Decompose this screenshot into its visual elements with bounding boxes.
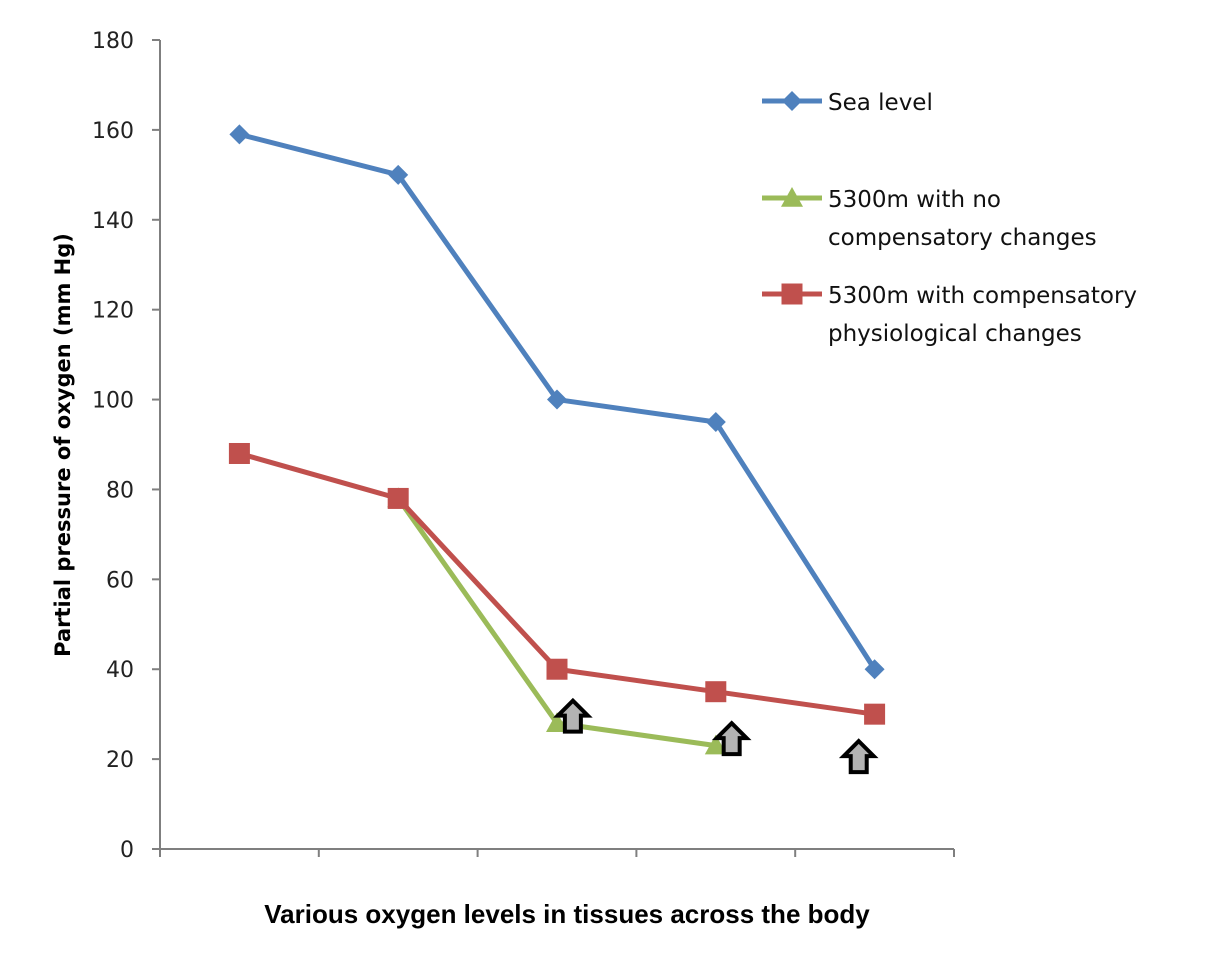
legend-entry: 5300m with no compensatory changes (762, 187, 1097, 251)
y-tick-label: 60 (106, 568, 134, 593)
series-line (395, 495, 719, 749)
data-point (388, 164, 409, 185)
data-point (864, 703, 886, 725)
axes (159, 40, 954, 850)
data-point (546, 712, 568, 732)
y-tick-label: 80 (106, 478, 134, 503)
y-tick-label: 140 (92, 209, 134, 234)
y-tick-label: 40 (106, 658, 134, 683)
legend-label: physiological changes (828, 321, 1082, 347)
y-tick-label: 120 (92, 299, 134, 324)
annotation-layer (553, 697, 879, 775)
data-point (228, 442, 250, 464)
legend-label: Sea level (828, 90, 933, 116)
legend-label: 5300m with no (828, 187, 1001, 213)
y-tick-label: 20 (106, 748, 134, 773)
legend-label: 5300m with compensatory (828, 283, 1137, 309)
y-tick-label: 0 (120, 838, 134, 863)
data-point (705, 412, 726, 433)
y-tick-label: 100 (92, 389, 134, 414)
data-point (546, 658, 568, 680)
legend-label: compensatory changes (828, 225, 1097, 251)
y-ticks: 0 20 40 60 80 100 120 140 160 180 (92, 29, 160, 863)
data-point (547, 389, 567, 410)
data-point (229, 124, 250, 145)
legend-marker (781, 283, 803, 305)
series-2 (228, 442, 886, 725)
up-arrow-annotation (711, 720, 752, 757)
series-layer (228, 124, 886, 755)
x-axis-label: Various oxygen levels in tissues across … (264, 899, 870, 929)
up-arrow-annotation (553, 697, 593, 734)
y-tick-label: 180 (92, 29, 134, 54)
data-point (387, 487, 409, 509)
series-0 (229, 124, 885, 680)
data-point (704, 734, 727, 755)
legend-entry: Sea level (762, 90, 933, 116)
data-point (864, 659, 885, 680)
up-arrow-annotation (838, 738, 879, 775)
y-tick-label: 160 (92, 119, 134, 144)
legend: Sea level 5300m with no compensatory chang… (762, 90, 1137, 347)
legend-marker (782, 91, 802, 111)
data-point (705, 681, 727, 703)
legend-entry: 5300m with compensatory physiological cha… (762, 283, 1137, 347)
x-ticks (159, 849, 955, 857)
legend-marker (781, 187, 803, 207)
y-axis-label: Partial pressure of oxygen (mm Hg) (51, 233, 75, 657)
